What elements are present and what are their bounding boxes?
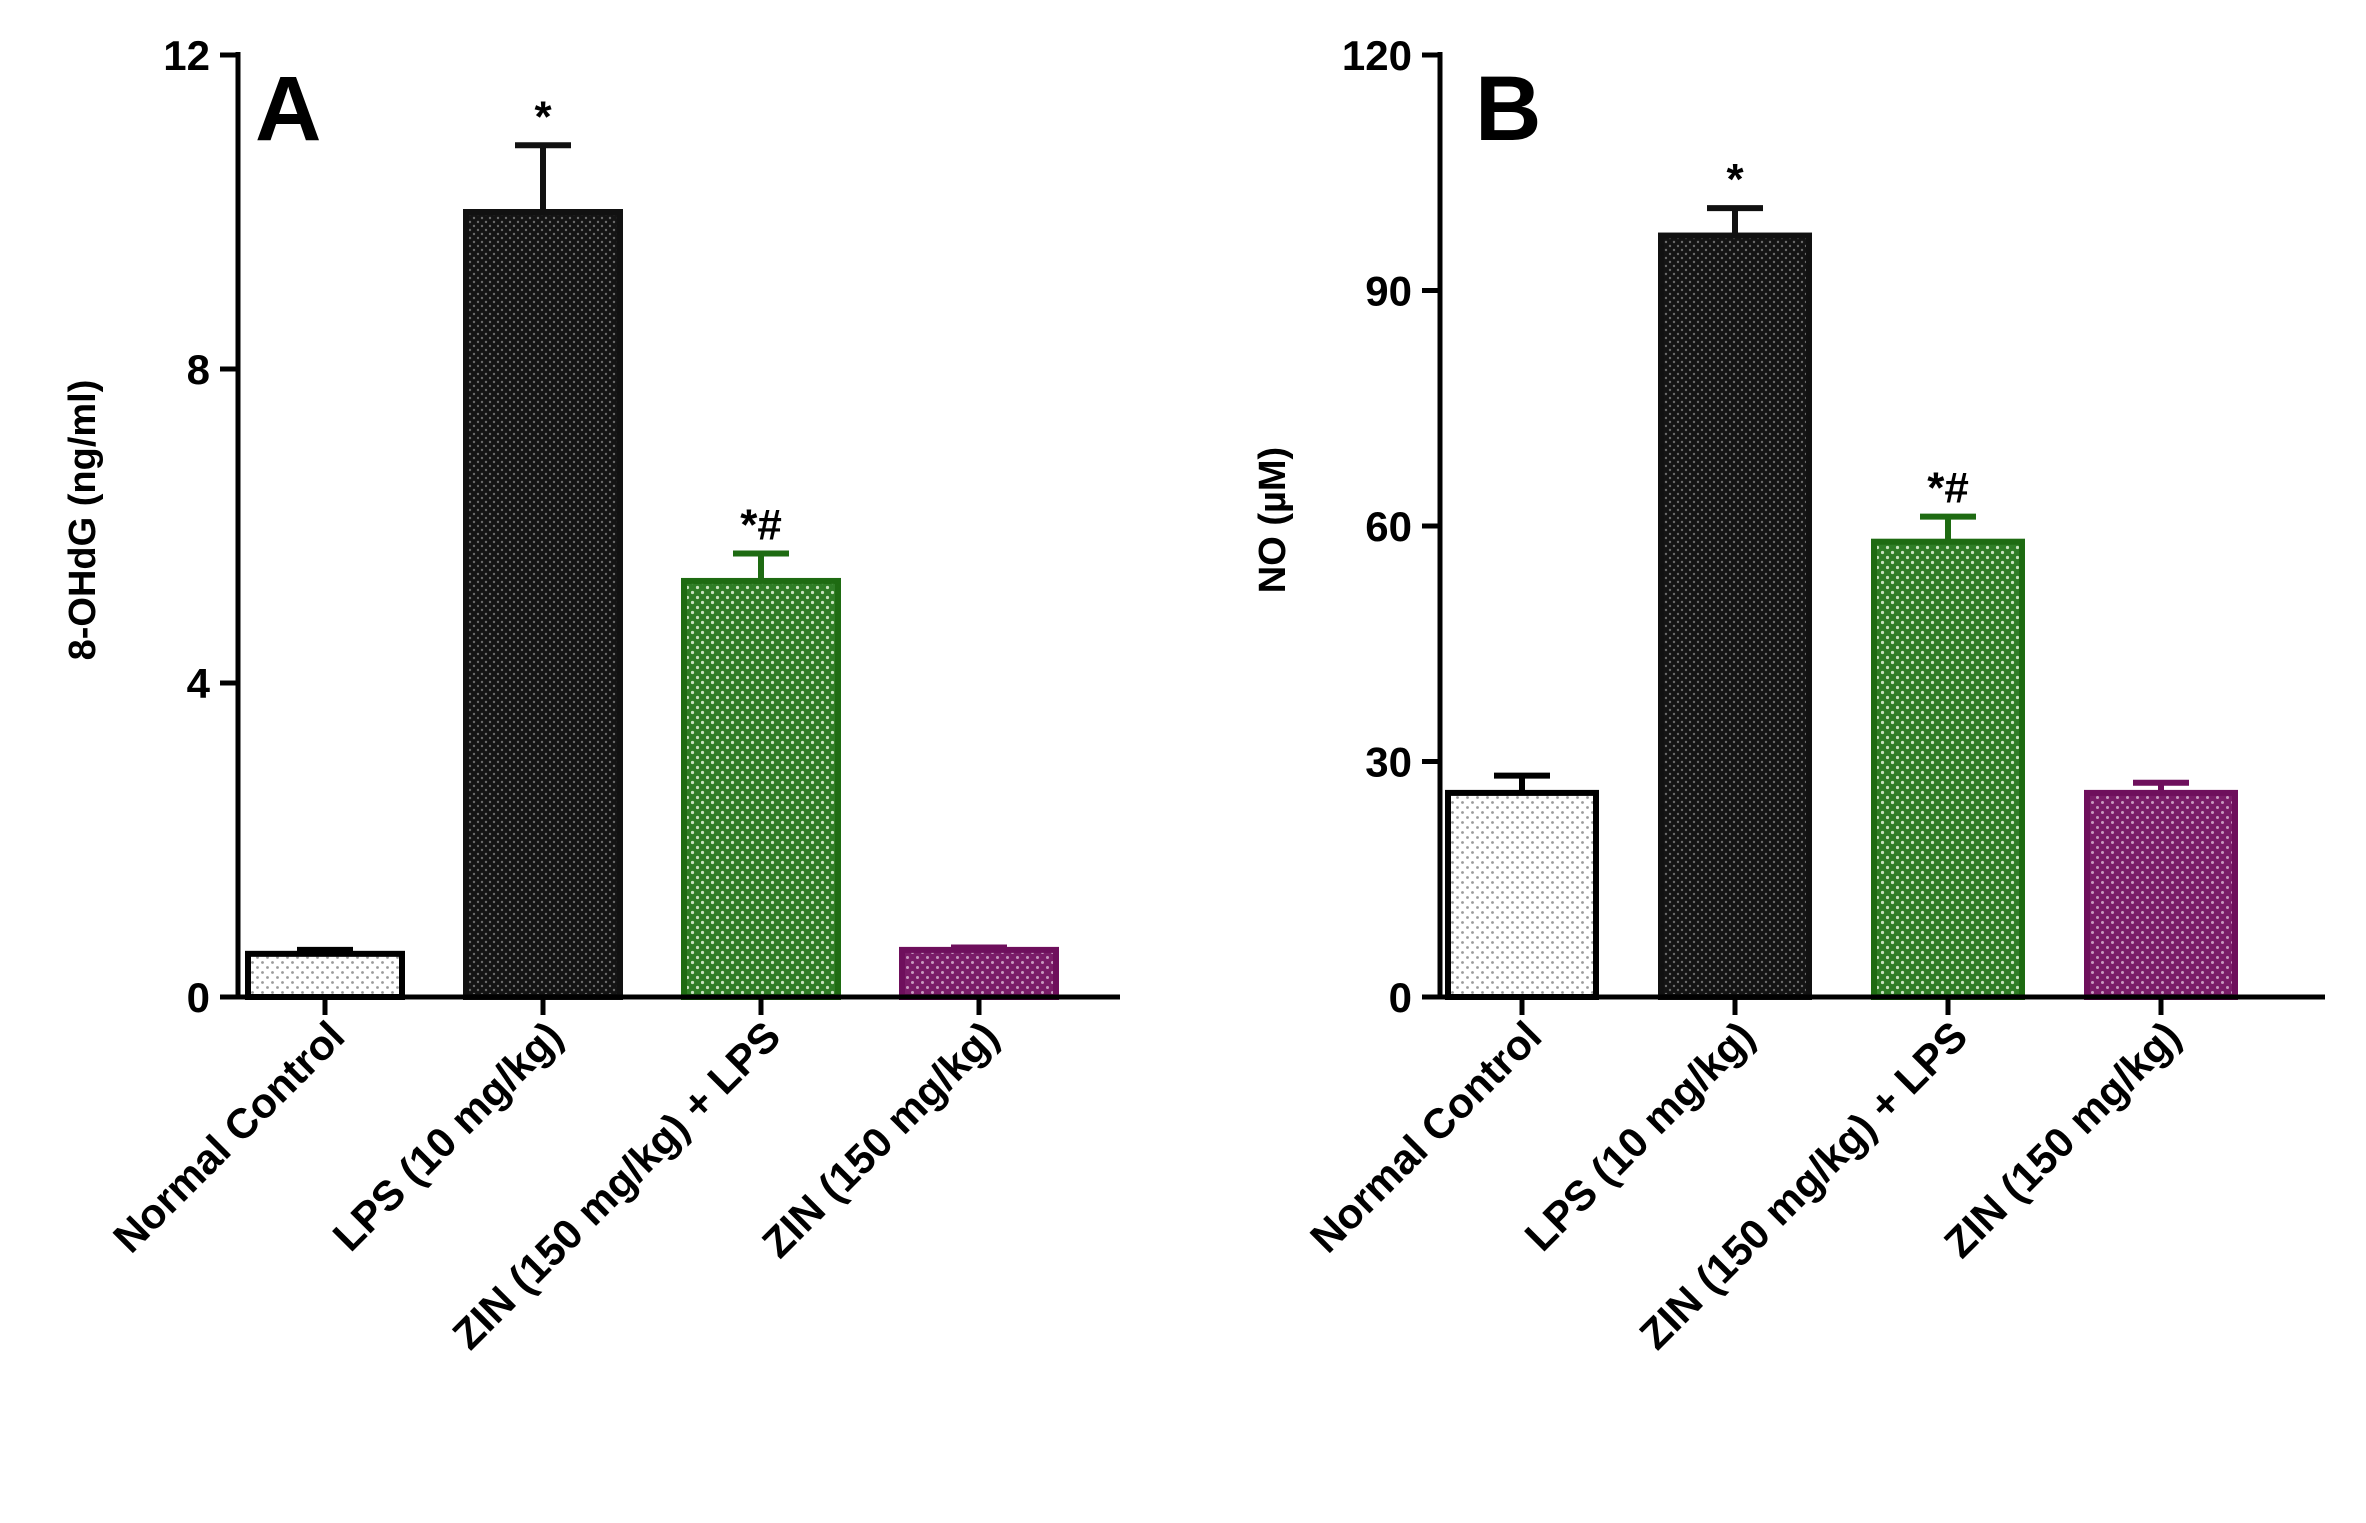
panel-b-x-tick-label-2: LPS (10 mg/kg)	[1516, 1012, 1764, 1260]
panel-a-error-bar-4	[951, 944, 1007, 951]
panel-a-error-bar-2	[515, 142, 571, 212]
panel-b-y-tick-label-5: 120	[1342, 32, 1412, 79]
panel-b-y-tick-label-1: 0	[1389, 974, 1412, 1021]
panel-a-significance-label-2: *	[534, 92, 552, 141]
panel-b-error-bar-2	[1707, 205, 1763, 236]
panel-b-bar-2	[1658, 232, 1812, 1001]
panel-b-error-bar-4	[2133, 779, 2189, 793]
panel-b-label: B	[1475, 58, 1541, 160]
panel-b-chart: * *# 0 30 60 90 120 NO (µM) B Normal ControlL…	[1252, 32, 2325, 1358]
panel-a-bar-4	[899, 946, 1059, 1001]
panel-a-y-tick-label-2: 4	[187, 660, 211, 707]
panel-b-error-bar-3	[1920, 513, 1976, 542]
panel-b-bars: * *#	[1445, 155, 2238, 1001]
panel-a-y-tick-label-1: 0	[187, 974, 210, 1021]
panel-b-y-tick-label-4: 90	[1365, 268, 1412, 315]
panel-a-label: A	[255, 58, 321, 160]
panel-a-bar-1	[245, 950, 405, 1001]
panel-b-y-tick-label-2: 30	[1365, 739, 1412, 786]
panel-b-y-axis: 0 30 60 90 120	[1342, 32, 2325, 1021]
panel-a-error-bar-1	[297, 946, 353, 954]
panel-a-y-tick-label-3: 8	[187, 346, 210, 393]
panel-b-error-bar-1	[1494, 772, 1550, 793]
panel-a-y-axis: 0 4 8 12	[163, 32, 1120, 1021]
panel-a-x-tick-label-2: LPS (10 mg/kg)	[324, 1012, 572, 1260]
panel-b-x-tick-label-1: Normal Control	[1301, 1012, 1550, 1261]
panel-b-bar-1	[1445, 789, 1599, 1001]
panel-b-bar-4	[2084, 789, 2238, 1001]
panel-a-x-tick-label-1: Normal Control	[104, 1012, 353, 1261]
panel-a-y-tick-label-4: 12	[163, 32, 210, 79]
panel-a-bars: * *#	[245, 92, 1059, 1001]
panel-b-y-tick-label-3: 60	[1365, 503, 1412, 550]
panel-a-bar-3	[681, 577, 841, 1000]
panel-b-x-tick-label-4: ZIN (150 mg/kg)	[1935, 1012, 2189, 1266]
panel-a-y-axis-label: 8-OHdG (ng/ml)	[62, 380, 104, 661]
panel-b-bar-3	[1871, 538, 2025, 1000]
panel-a-chart: * *# 0 4 8 12 8-OHdG (ng/ml) A Normal Contro…	[62, 32, 1120, 1358]
panel-b-y-axis-label: NO (µM)	[1252, 447, 1294, 593]
panel-b-significance-label-3: *#	[1927, 464, 1969, 513]
panel-b-significance-label-2: *	[1726, 155, 1744, 204]
panel-a-significance-label-3: *#	[740, 500, 782, 549]
panel-a-bar-2	[463, 209, 623, 1000]
panel-a-x-tick-label-4: ZIN (150 mg/kg)	[753, 1012, 1007, 1266]
panel-a-error-bar-3	[733, 550, 789, 581]
